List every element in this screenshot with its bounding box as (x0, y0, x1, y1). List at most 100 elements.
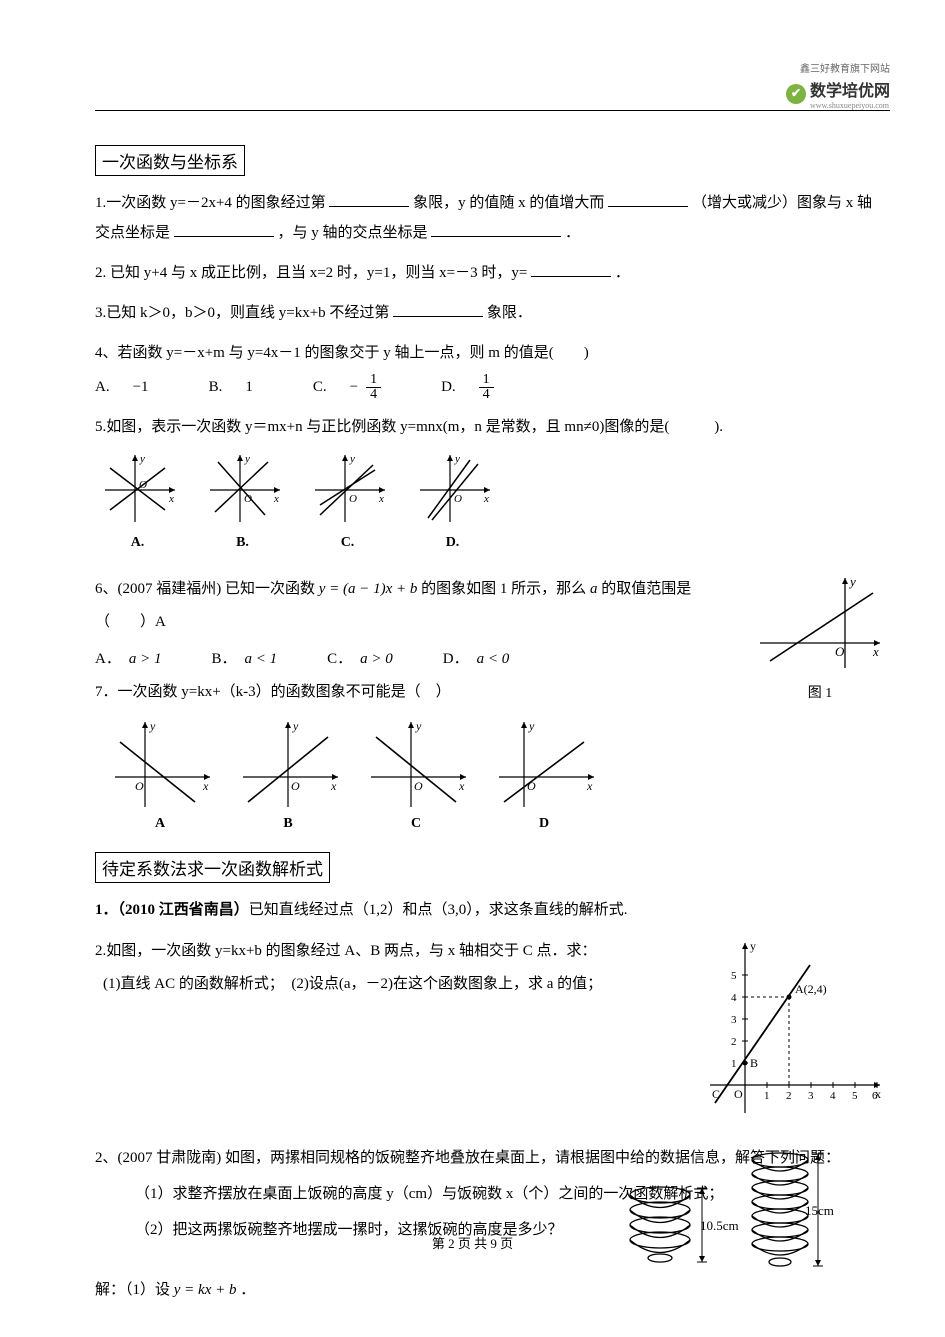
svg-text:y: y (149, 719, 156, 733)
problem-6: 6、(2007 福建福州) 已知一次函数 y = (a − 1)x + b 的图… (95, 573, 885, 709)
graph-icon: O x y 1 2 3 4 5 1 2 3 4 5 6 (700, 935, 885, 1120)
opt-val: a < 0 (477, 643, 510, 676)
svg-text:x: x (458, 779, 465, 793)
p3-text: 3.已知 k＞0，b＞0，则直线 y=kx+b 不经过第 (95, 305, 389, 321)
graph-icon: O x y (233, 717, 343, 812)
blank (608, 191, 688, 208)
option-d: D. 14 (441, 372, 494, 402)
svg-text:y: y (848, 574, 856, 589)
option-c: C. − 14 (313, 372, 381, 402)
p6-pre: 6、(2007 福建福州) 已知一次函数 (95, 581, 319, 597)
fig1-label: 图 1 (755, 682, 885, 702)
graph-icon: O x y (755, 573, 885, 673)
svg-text:y: y (528, 719, 535, 733)
blank (329, 191, 409, 208)
svg-text:y: y (415, 719, 422, 733)
svg-text:y: y (244, 453, 250, 465)
problem-4: 4、若函数 y=－x+m 与 y=4x－1 的图象交于 y 轴上一点，则 m 的… (95, 338, 885, 402)
header-underline (95, 110, 890, 111)
site-logo: ✔ 数学培优网 www.shuxuepeiyou.com (786, 77, 890, 110)
label-b: B. (236, 529, 249, 557)
svg-text:C: C (712, 1087, 720, 1101)
option-a: A．a > 1 (95, 643, 161, 676)
svg-text:2: 2 (786, 1090, 792, 1102)
p1-text-e: ． (565, 225, 580, 241)
svg-text:x: x (483, 493, 489, 505)
frac-num: 1 (479, 373, 494, 388)
frac-den: 4 (479, 388, 494, 402)
option-b: B. 1 (209, 372, 253, 402)
sol-formula: y = kx + b (174, 1282, 237, 1298)
label-c: C (411, 816, 421, 832)
p6-figure: O x y 图 1 (755, 573, 885, 702)
svg-text:x: x (202, 779, 209, 793)
graph-5d: O x y D. (410, 450, 495, 557)
p4-options: A. −1 B. 1 C. − 14 D. 14 (95, 372, 885, 402)
svg-text:1: 1 (731, 1058, 737, 1070)
option-d: D．a < 0 (443, 643, 509, 676)
p1-text-d: ，与 y 轴的交点坐标是 (278, 225, 428, 241)
p6-var: a (590, 581, 598, 597)
graph-5c: O x y C. (305, 450, 390, 557)
blank (531, 261, 611, 278)
svg-text:O: O (414, 779, 423, 793)
opt-val: a < 1 (244, 643, 277, 676)
blank (431, 221, 561, 238)
svg-text:y: y (750, 939, 756, 953)
bowls-icon: 10.5cm (605, 1140, 845, 1290)
label-a: A. (131, 529, 145, 557)
svg-text:10.5cm: 10.5cm (700, 1218, 739, 1233)
p4-text: 4、若函数 y=－x+m 与 y=4x－1 的图象交于 y 轴上一点，则 m 的… (95, 338, 885, 368)
problem-5: 5.如图，表示一次函数 y＝mx+n 与正比例函数 y=mnx(m，n 是常数，… (95, 412, 885, 557)
sol-end: ． (240, 1282, 255, 1298)
p5-graphs: O x y A. O x y (95, 450, 885, 557)
p2-text: 2. 已知 y+4 与 x 成正比例，且当 x=2 时，y=1，则当 x=－3 … (95, 265, 527, 281)
option-b: B．a < 1 (211, 643, 277, 676)
svg-text:x: x (586, 779, 593, 793)
svg-text:15cm: 15cm (805, 1203, 834, 1218)
p2-end: ． (615, 265, 630, 281)
svg-text:O: O (454, 493, 462, 505)
graph-5a: O x y A. (95, 450, 180, 557)
s2p2-1: (1)直线 AC 的函数解析式； (2)设点(a，－2)在这个函数图象上，求 a… (95, 968, 690, 1001)
opt-b-val: 1 (245, 372, 253, 402)
section-2-title: 待定系数法求一次函数解析式 (95, 852, 330, 883)
p7-text: 7．一次函数 y=kx+（k-3）的函数图象不可能是（ ） (95, 676, 743, 709)
p7-graphs: O x y A O x y B (105, 717, 885, 832)
graph-icon: O x y (95, 450, 180, 525)
svg-text:4: 4 (731, 992, 737, 1004)
svg-text:x: x (168, 493, 174, 505)
svg-text:6: 6 (872, 1090, 878, 1102)
svg-text:5: 5 (731, 970, 737, 982)
s2-fig2: O x y 1 2 3 4 5 1 2 3 4 5 6 (700, 935, 885, 1125)
label-a: A (155, 816, 165, 832)
svg-text:2: 2 (731, 1036, 737, 1048)
svg-text:x: x (872, 644, 879, 659)
svg-text:5: 5 (852, 1090, 858, 1102)
page-footer: 第 2 页 共 9 页 (0, 1233, 945, 1252)
graph-7b: O x y B (233, 717, 343, 832)
svg-text:3: 3 (808, 1090, 814, 1102)
p1-text-a: 1.一次函数 y=－2x+4 的图象经过第 (95, 195, 326, 211)
svg-text:O: O (835, 644, 845, 659)
svg-text:O: O (349, 493, 357, 505)
s2p1: 已知直线经过点（1,2）和点（3,0），求这条直线的解析式. (249, 902, 628, 918)
opt-a-val: −1 (133, 372, 149, 402)
svg-text:x: x (378, 493, 384, 505)
p6-options: A．a > 1 B．a < 1 C．a > 0 D．a < 0 (95, 643, 743, 676)
page-content: 一次函数与坐标系 1.一次函数 y=－2x+4 的图象经过第 象限，y 的值随 … (95, 145, 885, 1315)
sol-pre: 解：（1）设 (95, 1282, 174, 1298)
svg-text:y: y (139, 453, 145, 465)
p6-text: 6、(2007 福建福州) 已知一次函数 y = (a − 1)x + b 的图… (95, 573, 743, 709)
svg-text:B: B (750, 1056, 758, 1070)
svg-text:1: 1 (764, 1090, 770, 1102)
blank (174, 221, 274, 238)
graph-7c: O x y C (361, 717, 471, 832)
option-c: C．a > 0 (327, 643, 393, 676)
logo-icon: ✔ (786, 84, 806, 104)
graph-icon: O x y (410, 450, 495, 525)
opt-val: a > 1 (129, 643, 162, 676)
svg-text:3: 3 (731, 1014, 737, 1026)
p3-end: 象限． (487, 305, 532, 321)
section-1-title: 一次函数与坐标系 (95, 145, 245, 176)
